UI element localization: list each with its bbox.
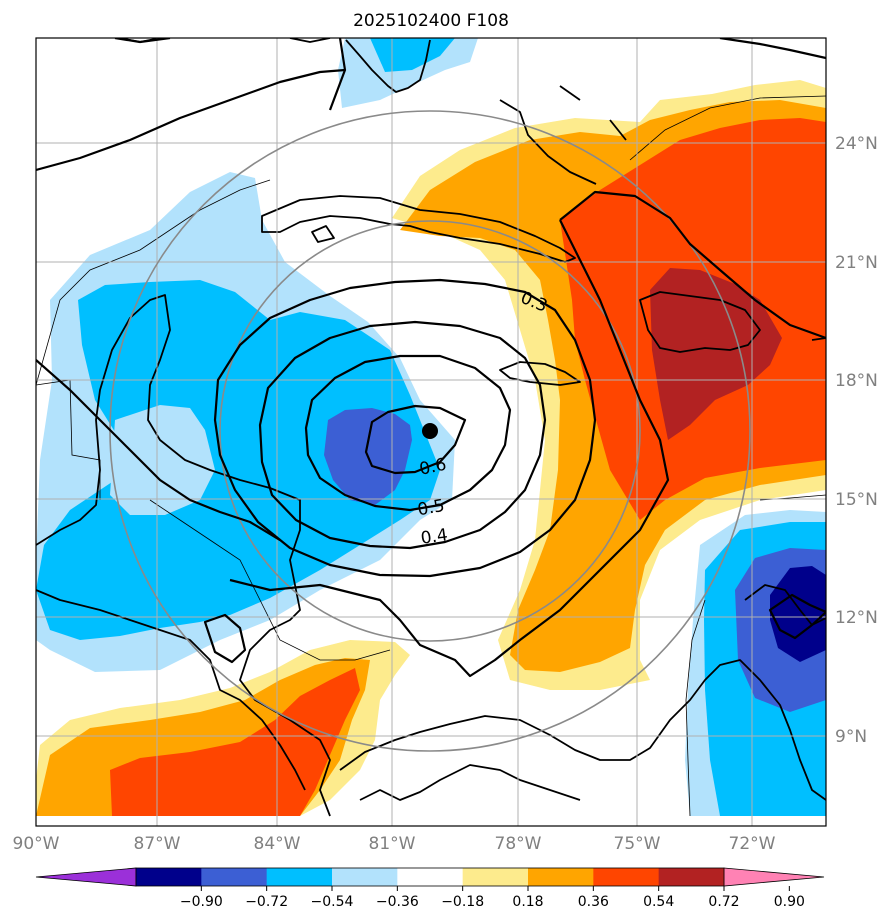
map-panel: 0.3 0.6 0.5 0.4 [35,37,827,827]
map-frame [35,37,827,827]
border-colombia-venezuela [685,599,706,817]
coast-florida [345,39,431,93]
colorbar-tick-label: −0.72 [245,894,288,910]
colorbar: −0.90 −0.72 −0.54 −0.36 −0.18 0.18 0.36 0.54 0.7… [35,867,825,910]
colorbar-extend-high [723,867,825,887]
colorbar-tick-label: 0.18 [512,894,543,910]
contour-0.3 [213,278,597,578]
colorbar-segment [332,868,398,886]
colorbar-segment [397,868,464,886]
coast-hispaniola [639,291,761,353]
fill-negative-weak-west-hole [110,405,215,515]
contour-east-outer [229,219,670,678]
colorbar-segment [528,868,594,886]
lat-label: 9°N [835,727,867,747]
colorbar-segment [201,868,268,886]
colorbar-tick-label: −0.54 [311,894,354,910]
colorbar-segment [658,868,725,886]
contour-top-nw [328,38,347,111]
coast-south-america-north [359,764,581,801]
border-central-america [149,499,391,661]
colorbar-segment [462,868,529,886]
storm-center-marker [422,423,438,439]
lat-labels: 24°N 21°N 18°N 15°N 12°N 9°N [835,134,878,747]
colorbar-frame [135,867,725,887]
figure-title: 2025102400 F108 [353,11,509,31]
contour-lines [36,38,826,678]
fill-negative-mid-west [36,280,440,640]
contour-0.4 [258,320,547,550]
lon-label: 78°W [495,834,542,854]
lat-label: 18°N [835,371,878,391]
lat-label: 12°N [835,608,878,628]
colorbar-tick-label: 0.72 [708,894,739,910]
coast-bahamas [499,85,627,185]
lon-label: 81°W [369,834,416,854]
lon-label: 72°W [729,834,776,854]
colorbar-tick-label: −0.18 [441,894,484,910]
contour-label: 0.4 [420,525,450,549]
lon-label: 84°W [254,834,301,854]
range-ring-inner [219,220,641,642]
contour-label: 0.5 [416,496,446,520]
colorbar-tick-label: 0.90 [774,894,805,910]
lat-label: 15°N [835,490,878,510]
latlon-grid [36,38,826,826]
colorbar-tick-label: −0.36 [376,894,419,910]
colorbar-tick-label: 0.36 [578,894,609,910]
coast-isla-juventud [311,225,335,243]
contour-north [114,38,826,60]
lon-label: 87°W [134,834,181,854]
fill-negative-mid-florida [370,38,455,72]
contour-0.6 [364,404,467,475]
lon-label: 75°W [614,834,661,854]
colorbar-tick-label: −0.90 [180,894,223,910]
border-mexico-guatemala [36,379,101,500]
contour-se-small [768,593,826,640]
contour-0.5 [304,354,512,512]
colorbar-segment [593,868,660,886]
contour-w [36,359,281,541]
border-maritime-haiti [629,95,826,161]
coast-pacific-central-america [36,589,306,791]
coast-cuba [261,195,576,263]
lat-label: 24°N [835,134,878,154]
coast-yucatan-central-america [36,294,331,817]
borders [36,95,826,817]
colorbar-segment [266,868,333,886]
colorbar-tick-label: 0.54 [643,894,674,910]
fill-negative-weak-florida [338,38,478,108]
colorbar-extend-low [35,867,137,887]
fill-positive-strong-sw [110,668,360,816]
fill-positive-vstrong-east [650,268,782,440]
lat-label: 21°N [835,253,878,273]
lon-labels: 90°W 87°W 84°W 81°W 78°W 75°W 72°W [13,834,776,854]
coast-panama-colombia [339,659,826,801]
contour-nw [36,68,346,172]
lon-label: 90°W [13,834,60,854]
border-yucatan-gulf [36,179,271,386]
contour-s-ellipse [203,613,247,664]
contour-east-0.3 [559,190,826,340]
colorbar-segment [136,868,202,886]
coast-puerto-rico [811,337,826,341]
